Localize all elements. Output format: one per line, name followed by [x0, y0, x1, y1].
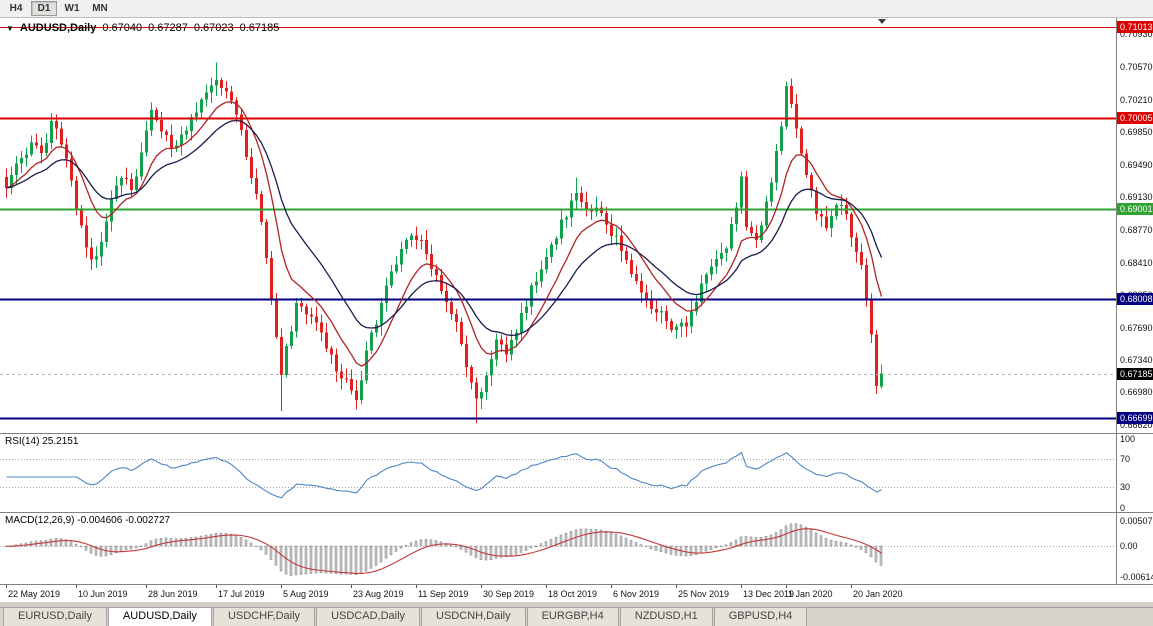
- rsi-tick-label: 0: [1120, 503, 1126, 513]
- macd-canvas[interactable]: [0, 513, 1116, 584]
- timeframe-button-mn[interactable]: MN: [87, 1, 113, 16]
- rsi-line: [6, 451, 882, 499]
- chart-tab-usdcnh-daily[interactable]: USDCNH,Daily: [421, 607, 526, 626]
- chart-tab-eurgbp-h4[interactable]: EURGBP,H4: [526, 607, 619, 626]
- macd-tick-label: 0.005076: [1120, 516, 1153, 526]
- date-label: 10 Jun 2019: [78, 589, 128, 599]
- current-price-badge: 0.67185: [1117, 367, 1153, 380]
- date-label: 13 Dec 2019: [743, 589, 795, 599]
- date-label: 20 Jan 2020: [853, 589, 903, 599]
- rsi-tick-label: 70: [1120, 454, 1131, 464]
- price-tick-label: 0.67340: [1120, 354, 1153, 365]
- macd-tick-label: 0.00: [1120, 541, 1138, 552]
- date-tick: [351, 585, 352, 588]
- date-label: 11 Sep 2019: [418, 589, 469, 599]
- date-label: 17 Jul 2019: [218, 589, 265, 599]
- timeframe-buttons-group: H4 D1 W1 MN: [3, 1, 113, 16]
- date-tick: [216, 585, 217, 588]
- main-chart-panel: 0.70930 0.70570 0.70210 0.69850 0.69490 0.691…: [0, 18, 1153, 433]
- price-axis: 0.70930 0.70570 0.70210 0.69850 0.69490 0.691…: [1116, 18, 1153, 433]
- price-tick-label: 0.68410: [1120, 257, 1153, 268]
- macd-histogram: [4, 523, 883, 576]
- price-tick-label: 0.70930: [1120, 29, 1153, 40]
- date-tick: [6, 585, 7, 588]
- date-tick: [851, 585, 852, 588]
- timeframe-button-d1[interactable]: D1: [31, 1, 57, 16]
- date-tick: [741, 585, 742, 588]
- price-tick-label: 0.66980: [1120, 387, 1153, 398]
- macd-label: MACD(12,26,9) -0.004606 -0.002727: [5, 515, 171, 526]
- rsi-tick-label: 100: [1120, 434, 1136, 444]
- symbol-dropdown-icon[interactable]: ▼: [6, 23, 14, 33]
- chart-tab-bar: EURUSD,Daily AUDUSD,Daily USDCHF,Daily USDC…: [0, 607, 1153, 626]
- chart-tab-eurusd-daily[interactable]: EURUSD,Daily: [3, 607, 107, 626]
- date-label: 28 Jun 2019: [148, 589, 198, 599]
- price-tick-label: 0.66620: [1120, 419, 1153, 430]
- rsi-canvas[interactable]: [0, 434, 1116, 512]
- price-level-badge: 0.71013: [1117, 20, 1153, 33]
- price-level-badge: 0.69001: [1117, 203, 1153, 216]
- chart-title: ▼ AUDUSD,Daily 0.67040 0.67287 0.67023 0…: [6, 22, 279, 34]
- price-tick-label: 0.69850: [1120, 127, 1153, 138]
- ohlc-high-value: 0.67287: [148, 22, 188, 34]
- date-label: 5 Aug 2019: [283, 589, 329, 599]
- chart-shift-marker-icon[interactable]: [878, 19, 886, 24]
- timeframe-button-w1[interactable]: W1: [59, 1, 85, 16]
- rsi-axis: 100 70 30 0: [1116, 434, 1153, 513]
- date-label: 1 Jan 2020: [788, 589, 833, 599]
- rsi-tick-label: 30: [1120, 482, 1131, 492]
- rsi-indicator-panel: 100 70 30 0 RSI(14) 25.2151: [0, 433, 1153, 513]
- ma-fast-line: [6, 101, 883, 367]
- timeframe-toolbar: H4 D1 W1 MN: [0, 0, 1153, 18]
- time-axis: 22 May 2019 10 Jun 2019 28 Jun 2019 17 Jul …: [0, 584, 1153, 602]
- date-tick: [786, 585, 787, 588]
- price-tick-label: 0.67690: [1120, 322, 1153, 333]
- date-tick: [76, 585, 77, 588]
- price-tick-label: 0.70570: [1120, 61, 1153, 72]
- ohlc-low-value: 0.67023: [193, 22, 234, 34]
- price-tick-label: 0.69130: [1120, 192, 1153, 203]
- macd-tick-label: -0.006148: [1120, 572, 1153, 582]
- date-tick: [546, 585, 547, 588]
- main-chart-canvas[interactable]: [0, 18, 1116, 433]
- candles-layer: [5, 62, 883, 424]
- date-tick: [676, 585, 677, 588]
- chart-tab-usdcad-daily[interactable]: USDCAD,Daily: [316, 607, 421, 626]
- date-label: 18 Oct 2019: [548, 589, 598, 599]
- macd-indicator-panel: 0.005076 0.00 -0.006148 MACD(12,26,9) -0.0…: [0, 512, 1153, 584]
- price-level-badge: 0.68008: [1117, 293, 1153, 306]
- price-tick-label: 0.69490: [1120, 159, 1153, 170]
- price-tick-label: 0.70210: [1120, 94, 1153, 105]
- date-label: 23 Aug 2019: [353, 589, 404, 599]
- chart-tab-gbpusd-h4[interactable]: GBPUSD,H4: [713, 607, 808, 626]
- price-level-badge: 0.66699: [1117, 411, 1153, 424]
- ohlc-open-value: 0.67040: [102, 22, 143, 34]
- price-level-badge: 0.70005: [1117, 112, 1153, 125]
- chart-tab-usdchf-daily[interactable]: USDCHF,Daily: [212, 607, 316, 626]
- rsi-label: RSI(14) 25.2151: [5, 436, 79, 447]
- ma-slow-line: [6, 119, 883, 336]
- chart-tab-nzdusd-h1[interactable]: NZDUSD,H1: [619, 607, 713, 626]
- date-tick: [416, 585, 417, 588]
- date-label: 6 Nov 2019: [613, 589, 660, 599]
- chart-symbol-label: AUDUSD,Daily: [19, 22, 97, 34]
- macd-axis: 0.005076 0.00 -0.006148: [1116, 513, 1153, 584]
- date-tick: [281, 585, 282, 588]
- macd-signal-line: [6, 528, 882, 574]
- ohlc-close-value: 0.67185: [239, 22, 280, 34]
- date-label: 30 Sep 2019: [483, 589, 535, 599]
- timeframe-button-h4[interactable]: H4: [3, 1, 29, 16]
- date-tick: [146, 585, 147, 588]
- date-tick: [611, 585, 612, 588]
- date-label: 22 May 2019: [8, 589, 61, 599]
- chart-tab-audusd-daily[interactable]: AUDUSD,Daily: [107, 607, 212, 626]
- date-tick: [481, 585, 482, 588]
- date-label: 25 Nov 2019: [678, 589, 730, 599]
- price-tick-label: 0.68770: [1120, 225, 1153, 236]
